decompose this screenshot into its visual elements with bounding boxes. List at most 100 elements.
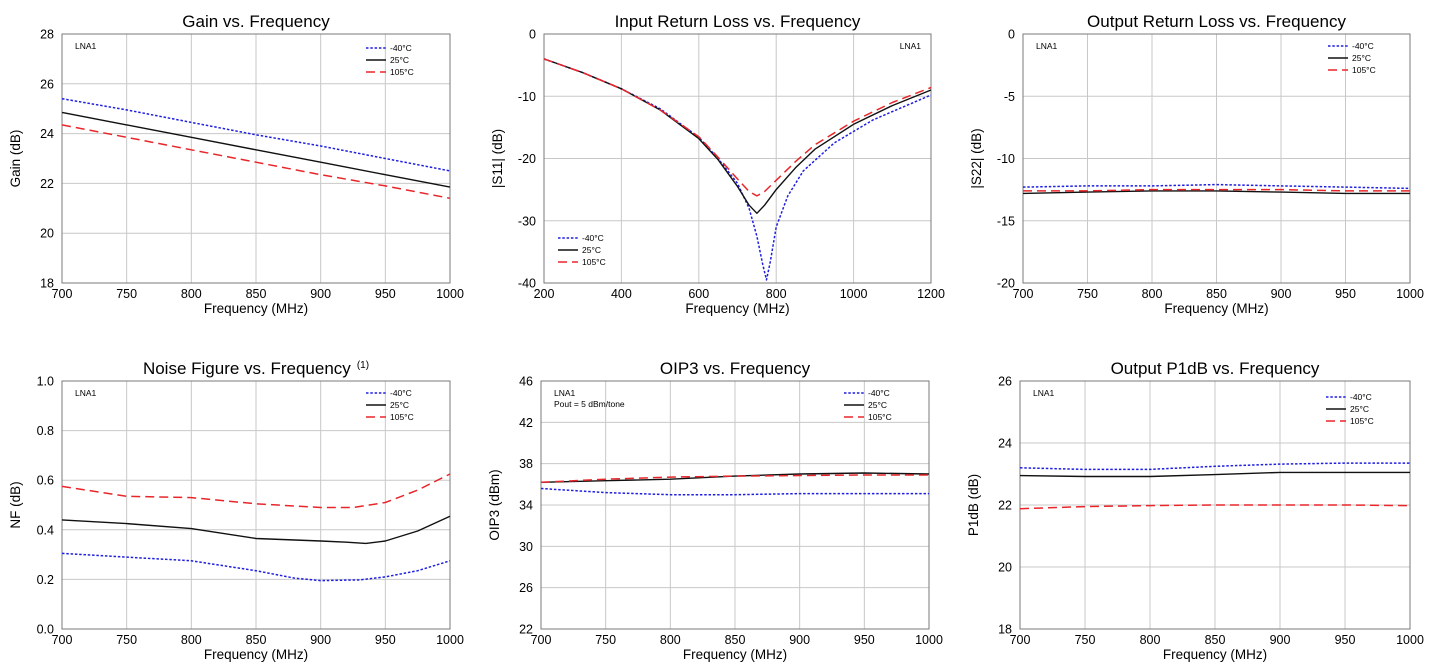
legend-label: 105°C [1352, 65, 1376, 75]
y-tick-label: -10 [997, 152, 1015, 166]
legend: -40°C 25°C 105°C [844, 388, 892, 422]
chart-title: Input Return Loss vs. Frequency [615, 12, 861, 31]
legend: -40°C 25°C 105°C [558, 233, 606, 267]
x-tick-label: 800 [1140, 633, 1161, 647]
legend-label: 105°C [390, 67, 414, 77]
legend: -40°C 25°C 105°C [1328, 41, 1376, 75]
x-axis-label: Frequency (MHz) [683, 647, 787, 662]
legend-label: 105°C [582, 257, 606, 267]
legend-label: 25°C [390, 400, 409, 410]
x-tick-label: 800 [181, 287, 202, 301]
legend-label: -40°C [1352, 41, 1374, 51]
legend-label: -40°C [868, 388, 890, 398]
legend-label: -40°C [390, 43, 412, 53]
legend-label: -40°C [390, 388, 412, 398]
legend: -40°C 25°C 105°C [366, 43, 414, 77]
y-tick-label: 20 [998, 561, 1012, 575]
y-tick-label: 28 [40, 28, 54, 42]
chart-4: 700 750 800 850 900 950 1000 0.0 0.2 0.4 0.6 0.8 1.0… [8, 359, 464, 662]
y-axis-label: Gain (dB) [8, 130, 23, 188]
x-tick-label: 400 [611, 287, 632, 301]
y-tick-label: 30 [519, 540, 533, 554]
legend-label: -40°C [582, 233, 604, 243]
x-axis-label: Frequency (MHz) [1164, 301, 1268, 316]
x-tick-label: 1000 [1396, 287, 1424, 301]
y-tick-label: 22 [998, 499, 1012, 513]
y-tick-label: 0.8 [37, 424, 54, 438]
chart-title: Gain vs. Frequency [182, 12, 330, 31]
x-tick-label: 1000 [840, 287, 868, 301]
y-tick-label: 18 [998, 623, 1012, 637]
y-axis-label: OIP3 (dBm) [487, 469, 502, 540]
y-tick-label: 34 [519, 499, 533, 513]
y-tick-label: 18 [40, 277, 54, 291]
x-tick-label: 1000 [1396, 633, 1424, 647]
chart-6: 700 750 800 850 900 950 10001820222426Output P… [966, 359, 1424, 662]
y-axis-label: |S11| (dB) [490, 129, 505, 188]
x-axis-label: Frequency (MHz) [685, 301, 789, 316]
x-tick-label: 850 [725, 633, 746, 647]
x-axis-label: Frequency (MHz) [204, 647, 308, 662]
x-tick-label: 800 [766, 287, 787, 301]
x-axis-label: Frequency (MHz) [204, 301, 308, 316]
x-tick-label: 1000 [915, 633, 943, 647]
chart-annotation: LNA1 [900, 41, 922, 51]
chart-title: Output P1dB vs. Frequency [1111, 359, 1320, 378]
chart-annotation: LNA1 [554, 388, 576, 398]
y-tick-label: 24 [998, 437, 1012, 451]
y-tick-label: 46 [519, 375, 533, 389]
chart-title: Noise Figure vs. Frequency (1) [143, 359, 369, 378]
legend-label: 25°C [868, 400, 887, 410]
y-tick-label: 0.6 [37, 474, 54, 488]
x-tick-label: 850 [1206, 287, 1227, 301]
y-tick-label: -30 [518, 214, 536, 228]
y-tick-label: -40 [518, 277, 536, 291]
series-line-3 [544, 59, 931, 196]
x-tick-label: 1000 [436, 287, 464, 301]
x-tick-label: 200 [534, 287, 555, 301]
legend: -40°C 25°C 105°C [366, 388, 414, 422]
y-tick-label: 22 [40, 177, 54, 191]
y-tick-label: -15 [997, 214, 1015, 228]
x-tick-label: 750 [595, 633, 616, 647]
x-axis-label: Frequency (MHz) [1163, 647, 1267, 662]
y-tick-label: 0.4 [37, 523, 54, 537]
x-tick-label: 800 [1142, 287, 1163, 301]
y-tick-label: 38 [519, 457, 533, 471]
x-tick-label: 750 [1077, 287, 1098, 301]
x-tick-label: 900 [789, 633, 810, 647]
x-tick-label: 950 [375, 633, 396, 647]
x-tick-label: 700 [1010, 633, 1031, 647]
legend-label: 105°C [390, 412, 414, 422]
chart-3: 700 750 800 850 900 950 1000-20-15-10-50Output… [969, 12, 1424, 316]
chart-5: 700 750 800 850 900 950 100022263034384246OIP3… [487, 359, 943, 662]
x-tick-label: 750 [116, 287, 137, 301]
chart-annotation: LNA1 [1033, 388, 1055, 398]
y-tick-label: 42 [519, 416, 533, 430]
y-tick-label: -10 [518, 90, 536, 104]
title-superscript: (1) [357, 360, 369, 371]
y-tick-label: 26 [40, 77, 54, 91]
chart-1: 700 750 800 850 900 950 1000 18 20 22 24 26 28 Gain v… [8, 12, 464, 316]
x-tick-label: 750 [116, 633, 137, 647]
chart-annotation: Pout = 5 dBm/tone [554, 399, 625, 409]
legend-label: 25°C [390, 55, 409, 65]
y-tick-label: 0.0 [37, 623, 54, 637]
y-tick-label: 0 [529, 28, 536, 42]
y-tick-label: 0.2 [37, 573, 54, 587]
chart-2: 200 400 600 800 1000 1200-40-30-20-100Input R… [490, 12, 945, 316]
x-tick-label: 700 [52, 287, 73, 301]
x-tick-label: 950 [854, 633, 875, 647]
x-tick-label: 1000 [436, 633, 464, 647]
chart-title: OIP3 vs. Frequency [660, 359, 811, 378]
y-tick-label: 22 [519, 623, 533, 637]
y-tick-label: 26 [998, 375, 1012, 389]
y-tick-label: -20 [997, 277, 1015, 291]
y-axis-label: NF (dB) [8, 481, 23, 528]
y-tick-label: 0 [1008, 28, 1015, 42]
series-line-1 [544, 59, 931, 280]
x-tick-label: 850 [1205, 633, 1226, 647]
x-tick-label: 750 [1075, 633, 1096, 647]
